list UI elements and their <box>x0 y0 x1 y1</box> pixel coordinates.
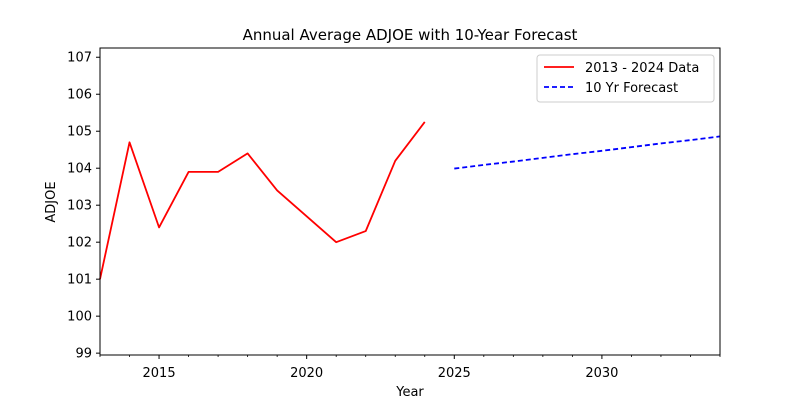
series-line-1 <box>454 135 721 170</box>
y-tick-label: 100 <box>67 310 92 325</box>
x-tick-label: 2025 <box>438 366 471 381</box>
y-tick-label: 103 <box>67 199 92 214</box>
y-tick-label: 104 <box>67 162 92 177</box>
y-tick-label: 105 <box>67 125 92 140</box>
series-line-0 <box>99 121 426 280</box>
y-tick-label: 107 <box>67 51 92 66</box>
chart-title: Annual Average ADJOE with 10-Year Foreca… <box>243 26 578 44</box>
legend: 2013 - 2024 Data 10 Yr Forecast <box>536 54 715 103</box>
legend-label-actual: 2013 - 2024 Data <box>585 61 699 76</box>
y-axis-label: ADJOE <box>44 181 59 222</box>
legend-label-forecast: 10 Yr Forecast <box>585 81 678 96</box>
x-axis: 2015 2020 2025 2030 <box>99 355 721 381</box>
plot-frame <box>99 47 721 356</box>
x-tick-label: 2030 <box>585 366 618 381</box>
x-tick-label: 2015 <box>143 366 176 381</box>
series-layer <box>99 121 721 280</box>
y-tick-label: 99 <box>75 347 92 362</box>
y-tick-label: 101 <box>67 273 92 288</box>
x-tick-label: 2020 <box>290 366 323 381</box>
y-tick-label: 106 <box>67 88 92 103</box>
y-tick-label: 102 <box>67 236 92 251</box>
legend-box <box>536 54 715 103</box>
x-axis-label: Year <box>395 385 424 400</box>
y-axis: 99 100 101 102 103 104 105 106 107 <box>67 51 100 362</box>
